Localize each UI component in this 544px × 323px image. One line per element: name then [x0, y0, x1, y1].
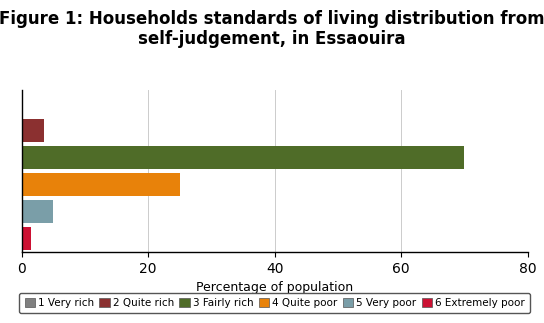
Bar — [22, 146, 465, 169]
Bar — [22, 227, 31, 250]
Text: Figure 1: Households standards of living distribution from
self-judgement, in Es: Figure 1: Households standards of living… — [0, 10, 544, 48]
X-axis label: Percentage of population: Percentage of population — [196, 281, 353, 294]
Legend: 1 Very rich, 2 Quite rich, 3 Fairly rich, 4 Quite poor, 5 Very poor, 6 Extremely: 1 Very rich, 2 Quite rich, 3 Fairly rich… — [19, 293, 530, 313]
Bar — [22, 200, 53, 223]
Bar — [22, 120, 44, 142]
Bar — [22, 173, 180, 196]
